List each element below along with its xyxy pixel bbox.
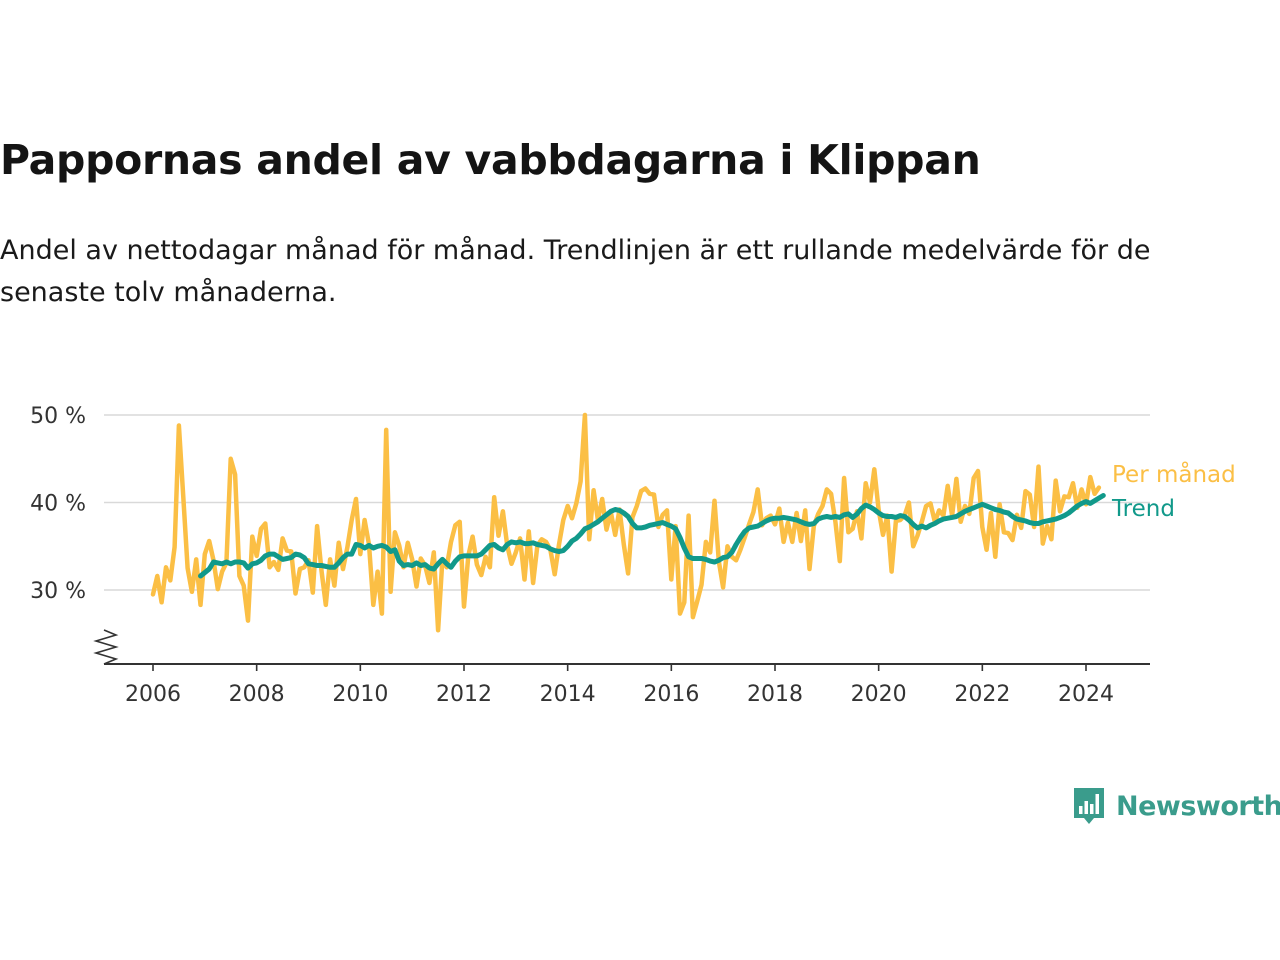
x-tick-label: 2006: [125, 682, 181, 707]
y-tick-label: 40 %: [30, 492, 86, 517]
y-axis-break-icon: [93, 629, 119, 665]
brand-name: Newsworthy: [1116, 790, 1280, 822]
bar-chart-speech-bubble-icon: [1074, 788, 1104, 824]
gridlines: [104, 414, 1150, 591]
x-tick-label: 2016: [643, 682, 699, 707]
x-axis: [93, 629, 1150, 665]
page-title: Pappornas andel av vabbdagarna i Klippan: [0, 136, 981, 184]
x-tick-label: 2014: [540, 682, 596, 707]
legend: Per månad Trend: [1111, 460, 1236, 522]
x-tick-label: 2024: [1058, 682, 1114, 707]
x-tick-label: 2008: [229, 682, 285, 707]
x-tick-label: 2010: [332, 682, 388, 707]
page-subtitle: Andel av nettodagar månad för månad. Tre…: [0, 235, 1151, 308]
legend-label-trend: Trend: [1111, 496, 1175, 522]
x-tick-label: 2020: [851, 682, 907, 707]
x-tick-label: 2022: [954, 682, 1010, 707]
y-tick-label: 30 %: [30, 579, 86, 604]
x-tick-label: 2012: [436, 682, 492, 707]
series: [150, 412, 1106, 633]
brand-logo: Newsworthy: [1072, 786, 1280, 826]
line-chart: 30 % 40 % 50 % 2006 2008 2010 2012 2014 2016 201…: [30, 404, 1236, 707]
y-axis-ticks: 30 % 40 % 50 %: [30, 404, 86, 604]
x-tick-label: 2018: [747, 682, 803, 707]
series-line-trend: [198, 493, 1106, 579]
y-tick-label: 50 %: [30, 404, 86, 429]
x-axis-ticks: 2006 2008 2010 2012 2014 2016 2018 2020 2022 2024: [125, 664, 1114, 707]
legend-label-per-manad: Per månad: [1112, 460, 1236, 488]
series-line-per-manad: [150, 412, 1102, 633]
